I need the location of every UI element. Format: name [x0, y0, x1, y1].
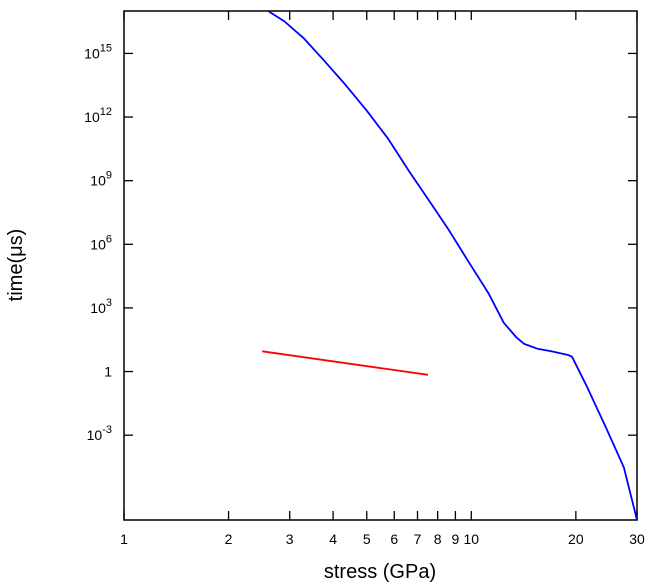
- x-tick-label: 30: [629, 531, 645, 547]
- y-tick-label: 10-3: [87, 424, 112, 443]
- series-line-1: [267, 11, 637, 520]
- y-axis-label: time(μs): [5, 229, 27, 302]
- x-axis-ticks: 1 2 3 4 5 6 7 8 9 10 20 30: [120, 11, 645, 547]
- x-tick-label: 1: [120, 531, 128, 547]
- y-tick-label: 103: [90, 297, 112, 316]
- plot-frame: [123, 10, 638, 521]
- y-tick-label: 109: [90, 170, 112, 189]
- x-axis-label: stress (GPa): [324, 561, 436, 583]
- x-tick-label: 9: [452, 531, 460, 547]
- y-axis-ticks: 1015 1012 109 106 103 1 10-3: [84, 42, 637, 443]
- y-tick-label: 1012: [84, 106, 112, 125]
- x-tick-label: 3: [286, 531, 294, 547]
- x-tick-label: 10: [464, 531, 480, 547]
- x-tick-label: 2: [225, 531, 233, 547]
- series-layer: [262, 11, 637, 520]
- y-tick-label: 106: [90, 233, 112, 252]
- series-line-2: [262, 350, 429, 376]
- x-tick-label: 4: [329, 531, 337, 547]
- y-tick-label: 1: [104, 364, 112, 380]
- x-tick-label: 6: [390, 531, 398, 547]
- x-tick-label: 20: [568, 531, 584, 547]
- x-tick-label: 5: [363, 531, 371, 547]
- x-tick-label: 7: [414, 531, 422, 547]
- y-tick-label: 1015: [84, 42, 112, 61]
- x-tick-label: 8: [434, 531, 442, 547]
